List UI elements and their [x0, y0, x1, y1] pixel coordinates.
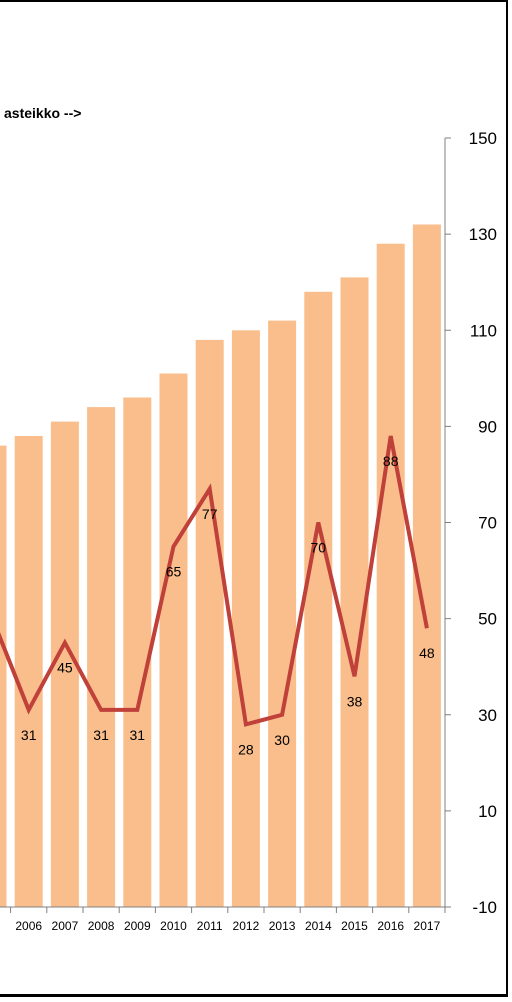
y-tick-label: 110 [470, 321, 497, 340]
x-tick-label-2007: 2007 [52, 919, 79, 933]
data-label-2013: 30 [274, 732, 290, 748]
bar-2010 [159, 373, 188, 907]
bar-2005 [0, 445, 7, 907]
bar-2012 [231, 330, 260, 908]
bar-series [0, 224, 441, 908]
x-tick-label-2016: 2016 [377, 919, 404, 933]
data-label-2014: 70 [311, 540, 327, 556]
data-label-2016: 88 [383, 453, 399, 469]
y-tick-label: 50 [478, 610, 497, 629]
data-label-2012: 28 [238, 741, 254, 757]
y-axis: 150 130 110 90 70 50 30 10 -10 [444, 129, 497, 917]
bar-2013 [268, 320, 297, 908]
data-label-2009: 31 [130, 727, 146, 743]
bar-2016 [376, 243, 405, 907]
data-label-2007: 45 [57, 660, 73, 676]
x-tick-label-2006: 2006 [15, 919, 42, 933]
y-tick-label: -10 [472, 898, 497, 917]
data-label-2015: 38 [347, 693, 363, 709]
bar-2017 [412, 224, 441, 907]
x-tick-label-2015: 2015 [341, 919, 368, 933]
y-tick-label: 30 [478, 706, 497, 725]
bar-2015 [340, 277, 369, 907]
y-tick-label: 10 [478, 802, 497, 821]
x-tick-label-2008: 2008 [88, 919, 115, 933]
y-tick-label: 130 [469, 225, 497, 244]
bar-2007 [50, 421, 79, 907]
data-label-2017: 48 [419, 645, 435, 661]
y-tick-label: 90 [478, 417, 497, 436]
data-label-2006: 31 [21, 727, 37, 743]
x-tick-label-2009: 2009 [124, 919, 151, 933]
y-tick-label: 150 [469, 129, 497, 148]
bar-2006 [14, 436, 43, 907]
x-tick-label-2014: 2014 [305, 919, 332, 933]
data-label-2010: 65 [166, 564, 182, 580]
x-tick-label-2017: 2017 [414, 919, 441, 933]
x-tick-label-2010: 2010 [160, 919, 187, 933]
x-tick-label-2012: 2012 [233, 919, 260, 933]
bar-2014 [304, 291, 333, 907]
bar-2009 [123, 397, 152, 907]
x-axis: 5200620072008200920102011201220132014201… [0, 906, 446, 933]
line-series [0, 435, 429, 727]
x-tick-label-2011: 2011 [197, 919, 223, 933]
data-labels: 31 45 31 31 65 77 28 30 70 38 88 48 [21, 453, 435, 757]
x-tick-label-2013: 2013 [269, 919, 296, 933]
axis-note: asteikko --> [4, 105, 81, 121]
y-tick-label: 70 [478, 514, 497, 533]
data-label-2011: 77 [202, 506, 218, 522]
bar-2011 [195, 339, 224, 907]
data-label-2008: 31 [93, 727, 109, 743]
bar-2008 [87, 407, 116, 907]
